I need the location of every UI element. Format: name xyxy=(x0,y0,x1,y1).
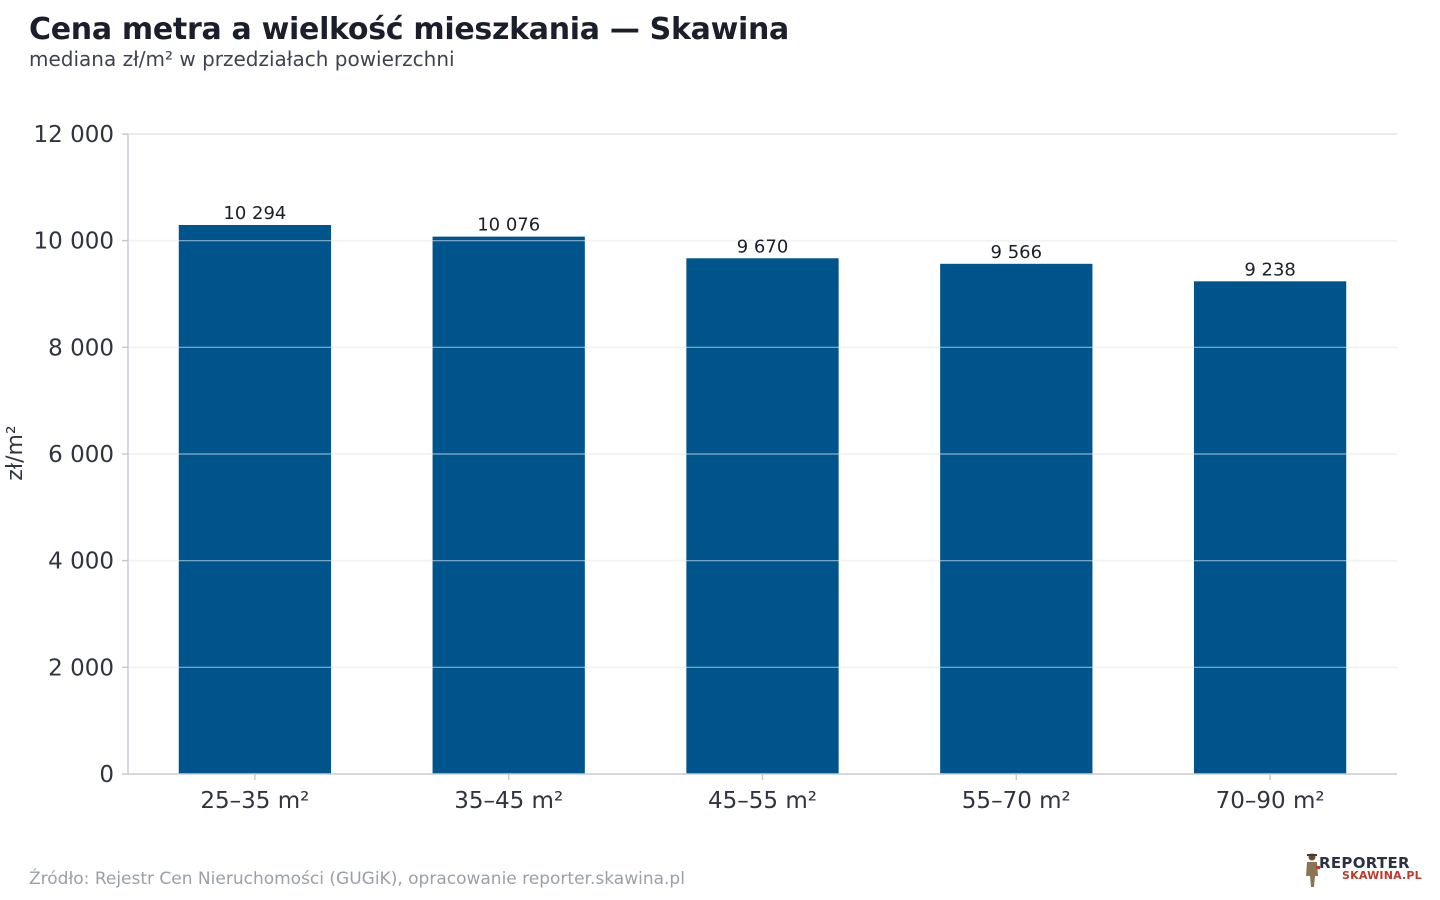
y-tick-label: 4 000 xyxy=(48,549,114,575)
x-tick-label: 45–55 m² xyxy=(708,788,817,814)
x-tick-label: 35–45 m² xyxy=(454,788,563,814)
labels: 0 2 000 4 000 6 000 8 000 10 000 12 000 10 294 2… xyxy=(34,122,1325,814)
logo-text-skawina: SKAWINA.PL xyxy=(1342,869,1422,882)
data-label: 9 566 xyxy=(991,242,1043,263)
data-label: 10 294 xyxy=(223,203,286,224)
bar xyxy=(432,236,585,774)
logo-text-reporter: REPORTER xyxy=(1319,854,1410,872)
chart-subtitle: mediana zł/m² w przedziałach powierzchni xyxy=(29,47,455,71)
x-tick-label: 70–90 m² xyxy=(1216,788,1325,814)
reporter-skawina-logo: REPORTER SKAWINA.PL xyxy=(1302,852,1422,888)
axes xyxy=(122,133,1397,780)
source-note: Źródło: Rejestr Cen Nieruchomości (GUGiK… xyxy=(29,869,685,889)
y-tick-label: 0 xyxy=(99,762,114,788)
y-tick-label: 6 000 xyxy=(48,442,114,468)
x-tick-label: 55–70 m² xyxy=(962,788,1071,814)
bar xyxy=(940,263,1093,774)
bars xyxy=(178,224,1347,774)
bar xyxy=(686,258,839,774)
y-tick-label: 12 000 xyxy=(34,122,114,148)
x-tick-label: 25–35 m² xyxy=(200,788,309,814)
y-tick-label: 2 000 xyxy=(48,655,114,681)
data-label: 9 670 xyxy=(737,236,789,257)
bar xyxy=(1193,281,1347,774)
data-label: 10 076 xyxy=(477,215,540,236)
data-label: 9 238 xyxy=(1244,259,1296,280)
y-tick-label: 10 000 xyxy=(34,229,114,255)
reporter-figure-icon xyxy=(1306,853,1320,887)
y-tick-label: 8 000 xyxy=(48,335,114,361)
y-axis-label: zł/m² xyxy=(3,425,28,480)
chart-title: Cena metra a wielkość mieszkania — Skawi… xyxy=(29,12,789,47)
bar xyxy=(178,224,332,774)
